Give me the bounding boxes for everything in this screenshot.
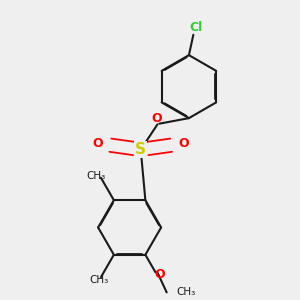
Text: S: S <box>135 142 146 157</box>
Text: Cl: Cl <box>189 21 202 34</box>
Text: O: O <box>155 268 165 281</box>
Text: O: O <box>93 137 104 150</box>
Text: CH₃: CH₃ <box>87 171 106 181</box>
Text: O: O <box>178 137 189 150</box>
Text: CH₃: CH₃ <box>176 287 195 297</box>
Text: O: O <box>152 112 162 125</box>
Text: CH₃: CH₃ <box>89 275 109 285</box>
